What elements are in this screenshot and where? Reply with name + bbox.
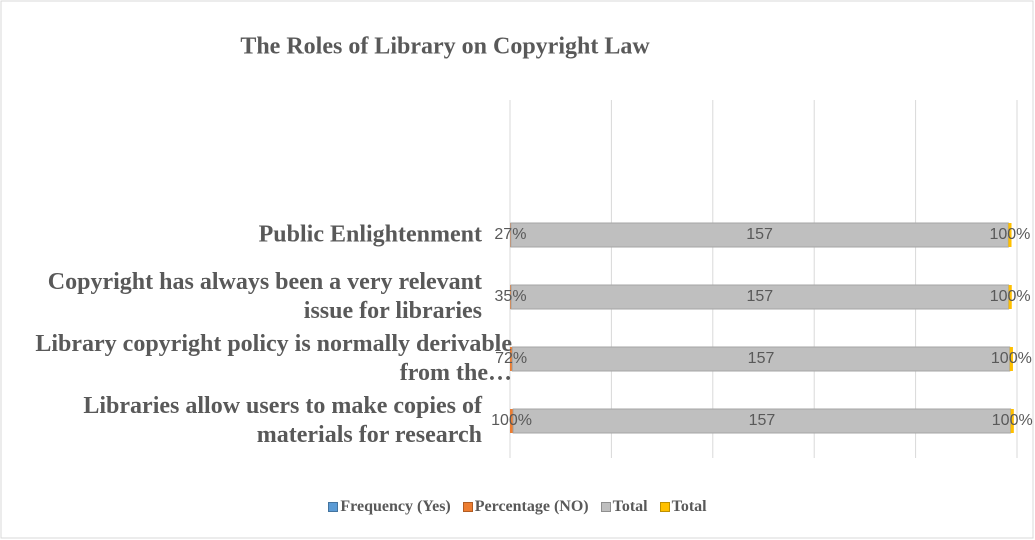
data-label: 157 (748, 350, 775, 367)
bar-segment (510, 285, 512, 309)
data-label: 100% (990, 288, 1031, 305)
chart-title: The Roles of Library on Copyright Law (240, 34, 650, 60)
data-label: 35% (495, 288, 527, 305)
legend: Frequency (Yes) Percentage (NO) Total Total (0, 498, 1035, 516)
legend-item: Percentage (NO) (462, 498, 589, 516)
bar-segment (512, 408, 1012, 434)
data-label: 100% (992, 412, 1033, 429)
legend-item: Total (659, 498, 707, 516)
bar-segment (1008, 223, 1012, 247)
legend-swatch (659, 502, 670, 512)
bar-segment (510, 284, 1010, 310)
data-label: 72% (495, 350, 527, 367)
legend-label: Frequency (Yes) (340, 498, 451, 515)
category-label: Public Enlightenment (258, 221, 482, 248)
bar-segment (511, 346, 1011, 372)
category-label: Libraries allow users to make copies of … (83, 393, 482, 448)
legend-label: Total (671, 498, 707, 515)
bar-segment (1008, 285, 1012, 309)
data-label: 27% (494, 226, 526, 243)
bar-segment (510, 347, 513, 371)
bar-segment (510, 222, 1009, 248)
legend-label: Percentage (NO) (474, 498, 589, 515)
legend-swatch (600, 502, 611, 512)
category-label: Copyright has always been a very relevan… (47, 269, 482, 324)
data-label: 157 (747, 288, 774, 305)
legend-item: Total (600, 498, 648, 516)
data-label: 100% (991, 350, 1032, 367)
legend-label: Total (612, 498, 648, 515)
data-label: 100% (491, 412, 532, 429)
category-label: Library copyright policy is normally der… (35, 331, 512, 386)
legend-item: Frequency (Yes) (328, 498, 451, 516)
data-label: 157 (746, 226, 773, 243)
data-label: 157 (749, 412, 776, 429)
legend-swatch (462, 502, 473, 512)
data-label: 100% (989, 226, 1030, 243)
bar-segment (1009, 347, 1013, 371)
bar-segment (1010, 409, 1014, 433)
bar-segment (510, 409, 514, 433)
legend-swatch (328, 502, 339, 512)
